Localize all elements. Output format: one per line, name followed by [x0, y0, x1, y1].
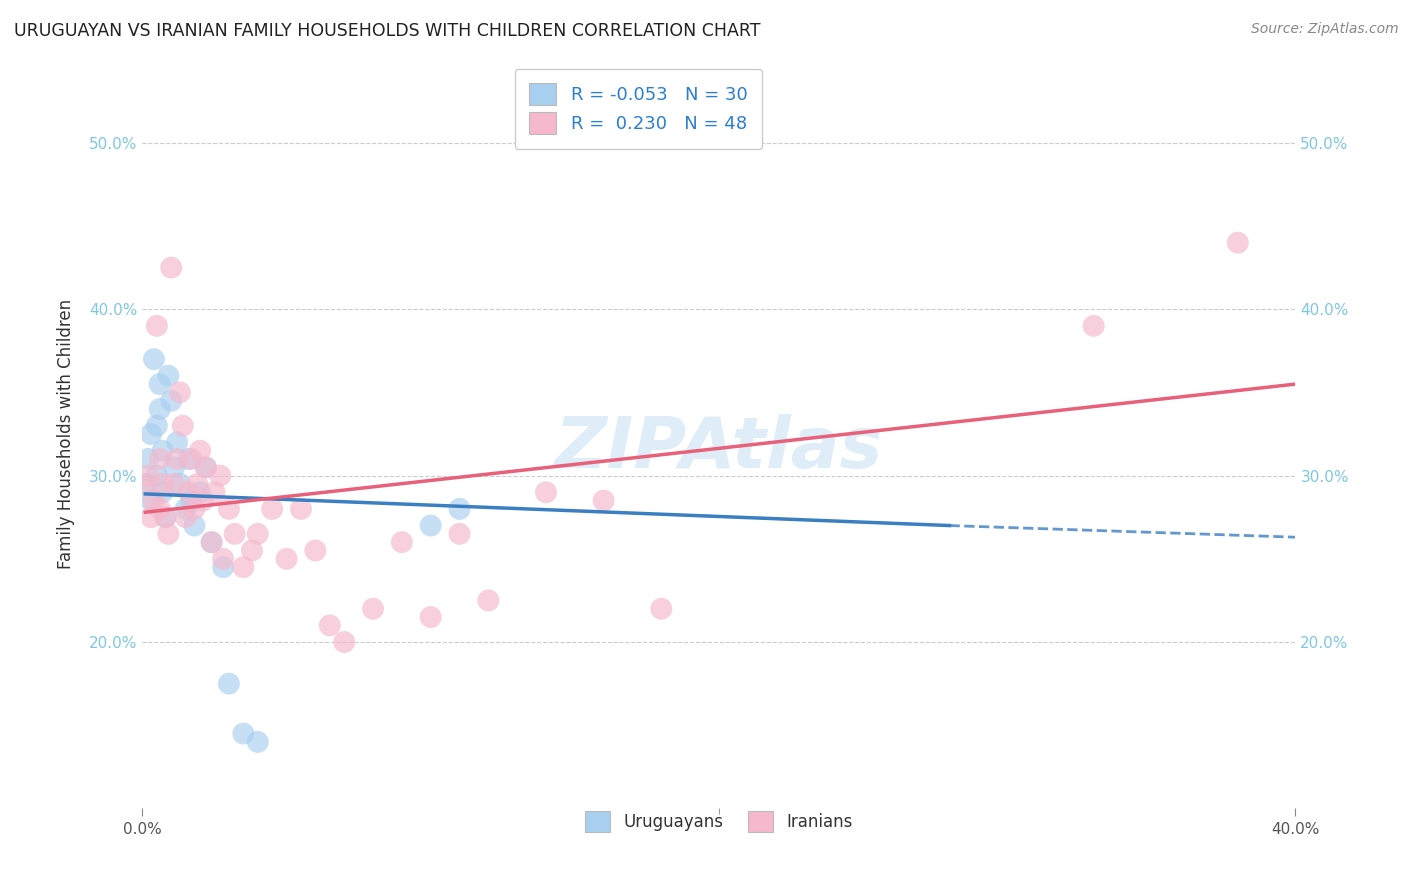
Point [240, 543, 263, 558]
Point [1083, 318, 1105, 333]
Point [183, 518, 205, 533]
Text: Source: ZipAtlas.com: Source: ZipAtlas.com [1251, 22, 1399, 37]
Point [149, 452, 172, 467]
Point [477, 593, 499, 607]
Point [169, 385, 191, 400]
Point [180, 493, 202, 508]
Point [191, 493, 214, 508]
Point [204, 485, 226, 500]
Point [177, 452, 200, 467]
Point [149, 502, 172, 516]
Text: URUGUAYAN VS IRANIAN FAMILY HOUSEHOLDS WITH CHILDREN CORRELATION CHART: URUGUAYAN VS IRANIAN FAMILY HOUSEHOLDS W… [14, 22, 761, 40]
Point [224, 527, 246, 541]
Point [146, 418, 169, 433]
Point [246, 735, 269, 749]
Point [160, 260, 183, 275]
Point [166, 435, 188, 450]
Point [650, 601, 672, 615]
Point [180, 452, 202, 467]
Point [136, 468, 159, 483]
Point [592, 493, 614, 508]
Point [246, 527, 269, 541]
Point [157, 368, 180, 383]
Legend: Uruguayans, Iranians: Uruguayans, Iranians [572, 798, 866, 845]
Point [194, 460, 217, 475]
Point [139, 510, 162, 524]
Point [419, 518, 441, 533]
Point [139, 493, 162, 508]
Point [146, 318, 169, 333]
Point [155, 510, 177, 524]
Point [163, 477, 186, 491]
Point [212, 560, 235, 574]
Point [218, 676, 240, 690]
Point [534, 485, 557, 500]
Point [319, 618, 342, 632]
Point [136, 452, 159, 467]
Text: ZIPAtlas: ZIPAtlas [555, 415, 883, 483]
Point [188, 443, 211, 458]
Point [160, 393, 183, 408]
Point [209, 468, 232, 483]
Point [157, 527, 180, 541]
Point [134, 477, 156, 491]
Point [146, 468, 169, 483]
Point [188, 485, 211, 500]
Point [174, 502, 197, 516]
Point [149, 402, 172, 417]
Point [449, 502, 471, 516]
Point [391, 535, 413, 549]
Point [276, 551, 298, 566]
Point [139, 427, 162, 442]
Point [262, 502, 284, 516]
Point [172, 418, 194, 433]
Point [149, 377, 172, 392]
Point [152, 477, 174, 491]
Point [183, 502, 205, 516]
Point [166, 452, 188, 467]
Point [143, 493, 166, 508]
Point [177, 485, 200, 500]
Point [212, 551, 235, 566]
Point [449, 527, 471, 541]
Point [232, 726, 254, 740]
Point [290, 502, 312, 516]
Point [186, 477, 208, 491]
Point [163, 460, 186, 475]
Point [143, 352, 166, 367]
Point [419, 610, 441, 624]
Point [201, 535, 224, 549]
Y-axis label: Family Households with Children: Family Households with Children [58, 299, 75, 569]
Point [152, 443, 174, 458]
Point [1226, 235, 1249, 250]
Point [194, 460, 217, 475]
Point [174, 510, 197, 524]
Point [169, 477, 191, 491]
Point [155, 510, 177, 524]
Point [152, 485, 174, 500]
Point [304, 543, 326, 558]
Point [218, 502, 240, 516]
Point [361, 601, 384, 615]
Point [232, 560, 254, 574]
Point [333, 635, 356, 649]
Point [201, 535, 224, 549]
Point [134, 477, 156, 491]
